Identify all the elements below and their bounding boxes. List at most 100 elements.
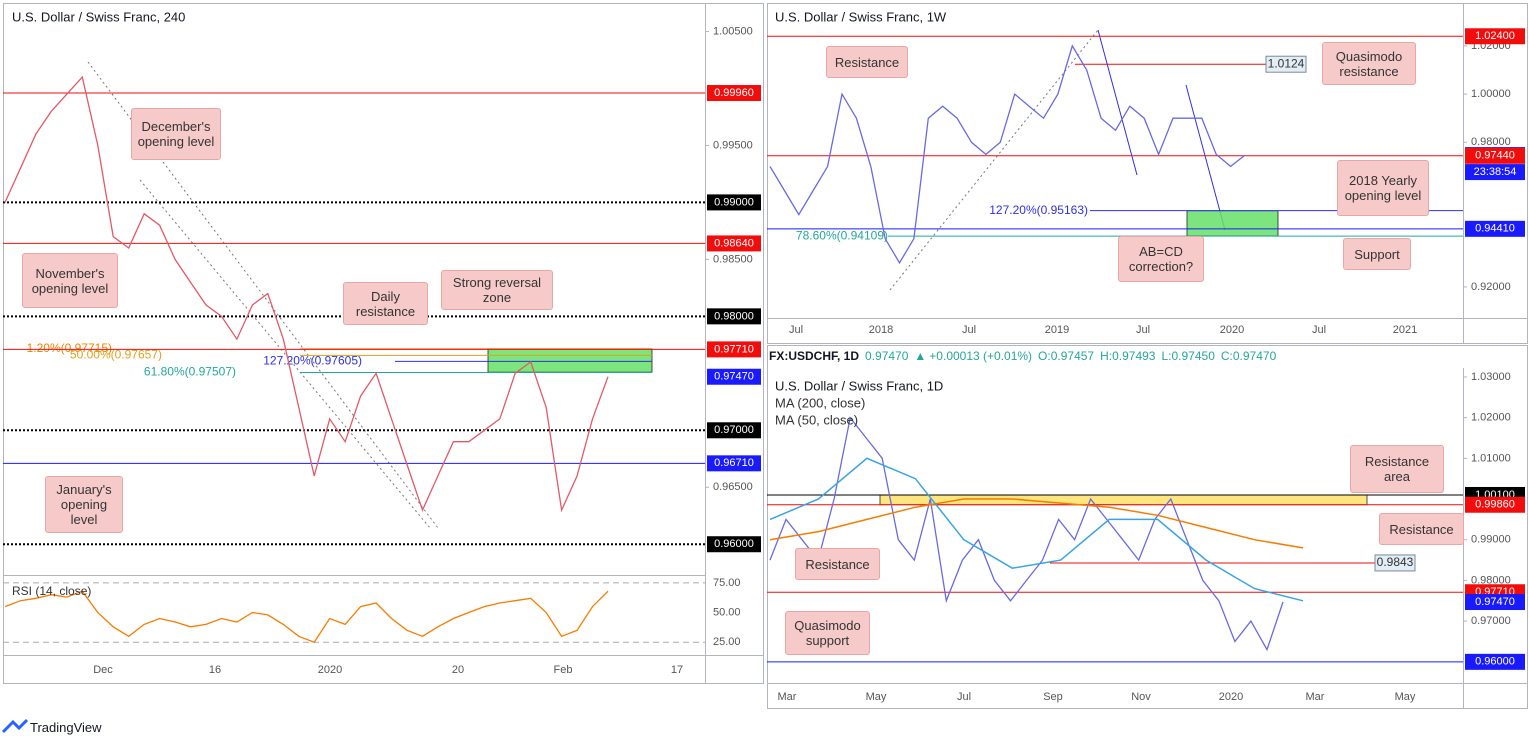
x-tick-label: Jul xyxy=(962,324,976,336)
y-tick-label: 0.92000 xyxy=(1471,281,1511,293)
x-tick-label: Jul xyxy=(1312,324,1326,336)
price-box xyxy=(1465,147,1525,164)
x-tick-label: Feb xyxy=(554,664,573,676)
x-tick-label: Jul xyxy=(1136,324,1150,336)
y-tick-label: 1.03000 xyxy=(1471,371,1511,383)
price-box xyxy=(1465,220,1525,237)
x-tick-label: Sep xyxy=(1043,691,1063,703)
y-tick-label: 1.00000 xyxy=(1471,88,1511,100)
callout: Resistance xyxy=(1379,513,1464,545)
trendline xyxy=(139,179,431,529)
price-box xyxy=(707,536,761,553)
y-tick-label: 0.98000 xyxy=(1471,574,1511,586)
price-box xyxy=(707,235,761,252)
rsi-line xyxy=(4,590,609,643)
callout: January's opening level xyxy=(45,476,123,533)
callout: Daily resistance xyxy=(343,282,428,325)
fib-label: 127.20%(0.95163) xyxy=(989,203,1088,217)
marker-label: 1.0124 xyxy=(1268,56,1305,70)
countdown-box xyxy=(1465,164,1525,181)
panel-frame xyxy=(3,3,764,684)
price-label: 0.99860 xyxy=(1475,499,1515,511)
countdown: 23:38:54 xyxy=(1474,166,1517,178)
callout: Support xyxy=(1343,238,1411,270)
callout: AB=CD correction? xyxy=(1118,236,1204,282)
price-box xyxy=(707,341,761,358)
price-label: 0.98640 xyxy=(714,237,754,249)
price-label: 0.97470 xyxy=(714,371,754,383)
y-tick-label: 0.99000 xyxy=(1471,534,1511,546)
y-tick-label: 0.97000 xyxy=(1471,615,1511,627)
trendline xyxy=(87,61,439,529)
callout: Strong reversal zone xyxy=(441,270,553,310)
legend-entry: MA (200, close) xyxy=(775,395,865,410)
header-high: H:0.97493 xyxy=(1100,349,1156,363)
fib-label: 50.00%(0.97657) xyxy=(70,348,162,362)
y-tick-label: 1.01000 xyxy=(1471,452,1511,464)
chart-title: U.S. Dollar / Swiss Franc, 1W xyxy=(775,9,947,24)
callout: November's opening level xyxy=(22,253,118,308)
y-tick-label: 1.00500 xyxy=(713,25,753,37)
header-change: +0.00013 (+0.01%) xyxy=(929,349,1032,363)
zone xyxy=(879,494,1368,506)
legend-entry: MA (50, close) xyxy=(775,412,858,427)
x-tick-label: Jul xyxy=(789,324,803,336)
rsi-tick-label: 25.00 xyxy=(713,636,741,648)
y-tick-label: 1.02000 xyxy=(1471,412,1511,424)
chart-title: U.S. Dollar / Swiss Franc, 1D xyxy=(775,378,943,393)
x-tick-label: Jul xyxy=(957,691,971,703)
rsi-tick-label: 75.00 xyxy=(713,577,741,589)
header-last: 0.97470 xyxy=(865,349,909,363)
callout: Resistance xyxy=(795,548,880,580)
price-label: 0.98000 xyxy=(714,310,754,322)
rsi-name: RSI (14, close) xyxy=(12,584,91,598)
price-box xyxy=(1465,653,1525,670)
price-label: 0.99960 xyxy=(714,87,754,99)
x-tick-label: Mar xyxy=(1306,691,1325,703)
x-tick-label: 2020 xyxy=(318,664,342,676)
price-box xyxy=(1465,28,1525,45)
brand-logo xyxy=(1,718,29,734)
trendline xyxy=(889,29,1099,291)
price-line xyxy=(4,75,609,513)
price-label: 0.96000 xyxy=(1475,656,1515,668)
fib-label: 78.60%(0.94109) xyxy=(796,228,888,242)
x-tick-label: 2020 xyxy=(1219,691,1243,703)
x-tick-label: Mar xyxy=(778,691,797,703)
callout: 2018 Yearly opening level xyxy=(1337,160,1429,216)
price-label: 0.94410 xyxy=(1475,223,1515,235)
marker-box xyxy=(1265,55,1307,73)
x-tick-label: 16 xyxy=(209,664,221,676)
abcd-leg xyxy=(1185,84,1226,231)
callout: December's opening level xyxy=(131,108,221,160)
zone xyxy=(487,348,653,373)
price-box xyxy=(707,308,761,325)
x-tick-label: 2019 xyxy=(1045,324,1069,336)
y-tick-label: 0.98000 xyxy=(1471,136,1511,148)
header-open: O:0.97457 xyxy=(1038,349,1094,363)
x-tick-label: Nov xyxy=(1131,691,1151,703)
y-tick-label: 0.99500 xyxy=(713,139,753,151)
price-box xyxy=(707,368,761,385)
price-label: 0.97470 xyxy=(1475,596,1515,608)
price-line xyxy=(769,44,1246,265)
abcd-leg xyxy=(1097,29,1138,176)
y-tick-label: 0.96500 xyxy=(713,481,753,493)
brand: TradingView xyxy=(30,720,102,735)
panel-frame xyxy=(767,3,1528,344)
x-tick-label: Dec xyxy=(93,664,113,676)
zone xyxy=(1186,210,1279,237)
price-line xyxy=(769,416,1284,652)
price-label: 0.96000 xyxy=(714,538,754,550)
marker-box xyxy=(1374,554,1416,572)
callout: Quasimodo support xyxy=(785,611,870,655)
chart-title: U.S. Dollar / Swiss Franc, 240 xyxy=(12,9,185,24)
moving-average xyxy=(769,498,1304,549)
price-label: 0.97000 xyxy=(714,424,754,436)
y-tick-label: 0.98500 xyxy=(713,253,753,265)
price-label: 0.97440 xyxy=(1475,150,1515,162)
header-close: C:0.97470 xyxy=(1221,349,1277,363)
fib-label: 61.80%(0.97507) xyxy=(144,365,236,379)
price-label: 0.96710 xyxy=(714,457,754,469)
x-tick-label: 20 xyxy=(452,664,464,676)
